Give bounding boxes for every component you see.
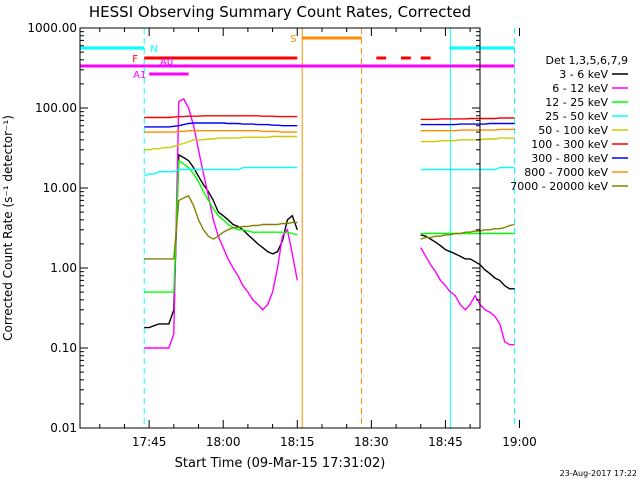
series-line-3-part-0	[143, 166, 298, 177]
flag-label-a0: A0	[160, 57, 173, 68]
y-tick-label: 0.10	[50, 341, 77, 355]
flag-label-a1: A1	[133, 70, 146, 81]
flag-bars: N S F A0 A1	[80, 34, 515, 81]
x-tick-label: 18:45	[428, 435, 463, 449]
legend-entry-label: 25 - 50 keV	[545, 110, 608, 123]
legend-entry-label: 100 - 300 keV	[531, 138, 608, 151]
series-line-5-part-1	[420, 117, 515, 121]
series-line-6-part-1	[420, 122, 515, 126]
y-tick-label: 1.00	[50, 261, 77, 275]
series-line-4-part-0	[144, 135, 298, 151]
series-line-8-part-1	[420, 223, 515, 240]
series-line-7-part-0	[144, 129, 298, 133]
series-line-2-part-0	[144, 159, 298, 293]
series-line-1-part-1	[420, 247, 515, 346]
legend-entry-label: 800 - 7000 keV	[524, 166, 608, 179]
flag-label-s: S	[290, 34, 296, 45]
series-line-0-part-0	[144, 153, 298, 329]
series-line-4-part-1	[420, 137, 515, 143]
y-tick-label: 100.00	[35, 101, 77, 115]
x-tick-label: 18:00	[206, 435, 241, 449]
x-tick-label: 19:00	[502, 435, 537, 449]
x-tick-label: 17:45	[132, 435, 167, 449]
x-axis-label: Start Time (09-Mar-15 17:31:02)	[175, 456, 386, 471]
legend-title: Det 1,3,5,6,7,9	[545, 54, 628, 67]
series-line-8-part-0	[144, 194, 298, 260]
series-line-1-part-0	[144, 97, 298, 349]
y-axis-label: Corrected Count Rate (s⁻¹ detector⁻¹)	[1, 115, 15, 341]
flag-label-n: N	[150, 44, 157, 55]
legend-entry-label: 12 - 25 keV	[545, 96, 608, 109]
y-tick-label: 10.00	[43, 181, 77, 195]
flag-label-f: F	[132, 54, 138, 65]
x-tick-label: 18:15	[280, 435, 315, 449]
x-tick-label: 18:30	[354, 435, 389, 449]
series-line-5-part-0	[144, 115, 298, 119]
axes: 0.01 0.10 1.00 10.00 100.00 1000.00 17:45 18:00…	[27, 21, 536, 449]
series-line-3-part-1	[420, 166, 515, 171]
legend-entry-label: 6 - 12 keV	[552, 82, 608, 95]
series-line-6-part-0	[144, 122, 298, 128]
legend-entry-label: 7000 - 20000 keV	[510, 180, 608, 193]
chart-title: HESSI Observing Summary Count Rates, Cor…	[89, 3, 471, 21]
series-line-0-part-1	[420, 234, 515, 290]
date-stamp: 23-Aug-2017 17:22	[560, 469, 637, 478]
series-line-7-part-1	[420, 128, 515, 132]
y-tick-label: 1000.00	[27, 21, 77, 35]
y-tick-label: 0.01	[50, 421, 77, 435]
series-layer	[143, 97, 515, 349]
legend-entry-label: 3 - 6 keV	[559, 68, 608, 81]
legend-entry-label: 300 - 800 keV	[531, 152, 608, 165]
plot-frame	[79, 27, 481, 429]
legend-entry-label: 50 - 100 keV	[538, 124, 608, 137]
